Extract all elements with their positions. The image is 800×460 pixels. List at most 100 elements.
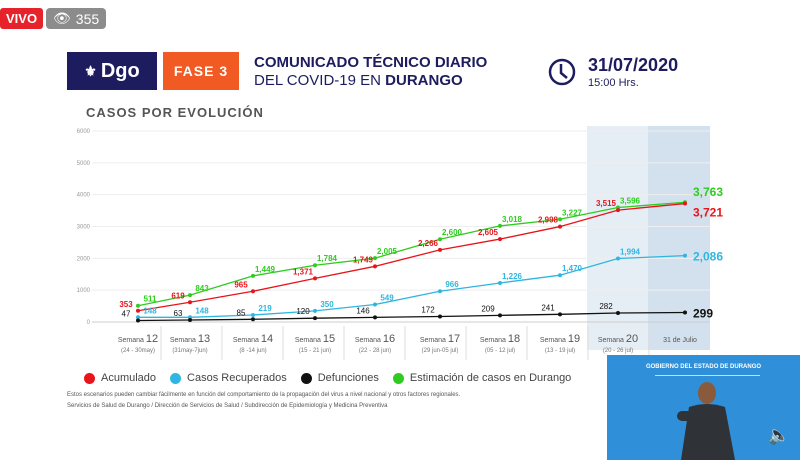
- x-week-number: 14: [261, 333, 273, 345]
- data-point: [313, 308, 317, 313]
- data-label: 2,600: [442, 228, 463, 237]
- x-category-label: Semana 17: [420, 333, 460, 345]
- data-label: 47: [122, 310, 131, 319]
- data-label: 120: [296, 307, 310, 316]
- data-point: [251, 313, 255, 318]
- x-category-label: 31 de Julio: [663, 337, 697, 344]
- data-point: [498, 313, 502, 318]
- data-point: [438, 314, 442, 319]
- data-label: 85: [237, 308, 246, 317]
- speaker-icon[interactable]: 🔈: [767, 425, 790, 445]
- data-label: 3,515: [596, 199, 617, 208]
- data-label: 549: [380, 294, 394, 303]
- data-point: [683, 253, 687, 258]
- data-label: 3,596: [620, 197, 641, 206]
- series-line: [137, 311, 686, 322]
- data-label: 282: [599, 302, 613, 311]
- data-point: [188, 300, 192, 305]
- y-tick-label: 0: [87, 320, 91, 326]
- x-week-number: 20: [626, 333, 638, 345]
- phase-badge: FASE 3: [163, 52, 239, 90]
- x-category-label: Semana 20: [598, 333, 638, 345]
- x-week-label: Semana: [540, 337, 568, 344]
- data-point: [616, 256, 620, 261]
- data-point: [558, 217, 562, 222]
- data-point: [313, 276, 317, 281]
- data-label: 148: [195, 306, 209, 315]
- x-range-label: (24 - 30may): [121, 348, 155, 354]
- series-line: [138, 254, 686, 318]
- data-point: [438, 289, 442, 294]
- sign-language-video[interactable]: GOBIERNO DEL ESTADO DE DURANGO 🔈: [607, 355, 800, 460]
- disclaimer-note: Estos escenarios pueden cambiar fácilmen…: [67, 392, 461, 398]
- data-label: 1,226: [502, 272, 523, 281]
- data-point: [616, 208, 620, 213]
- data-point: [438, 237, 442, 242]
- y-tick-label: 4000: [77, 193, 91, 199]
- eye-icon: 👁: [53, 10, 71, 26]
- y-tick-label: 3000: [77, 225, 91, 231]
- chart-legend: Acumulado Casos Recuperados Defunciones …: [84, 372, 571, 384]
- data-label: 1,470: [562, 264, 583, 273]
- y-tick-label: 6000: [77, 129, 91, 135]
- x-category-label: Semana 16: [355, 333, 395, 345]
- x-week-label: Semana: [295, 337, 323, 344]
- evolution-chart: 0 1000 2000 3000 4000 5000 6000 Semana 12 (24 - …: [77, 126, 723, 360]
- data-label: 966: [445, 280, 459, 289]
- x-week-label: Semana: [118, 337, 146, 344]
- seal-icon: ⚜: [84, 62, 97, 79]
- data-point: [498, 223, 502, 228]
- report-time: 15:00 Hrs.: [588, 77, 639, 89]
- x-week-label: Semana: [233, 337, 261, 344]
- series-line: [137, 201, 686, 307]
- data-point: [313, 316, 317, 321]
- report-date: 31/07/2020: [588, 55, 679, 75]
- data-point: [616, 311, 620, 316]
- viewer-count: 👁 355: [46, 8, 107, 29]
- legend-swatch: [300, 372, 312, 384]
- x-range-label: (31may-7jun): [172, 348, 207, 354]
- x-week-number: 12: [146, 333, 158, 345]
- data-label: 3,018: [502, 215, 523, 224]
- data-label: 209: [481, 304, 495, 313]
- data-label: 511: [144, 295, 157, 304]
- data-label: 219: [258, 304, 272, 313]
- x-week-label: Semana: [355, 337, 383, 344]
- report-subtitle: DEL COVID-19 EN DURANGO: [254, 72, 463, 89]
- banner-divider: [655, 375, 760, 376]
- data-label: 965: [234, 280, 248, 289]
- data-point: [498, 280, 502, 285]
- data-label: 2,998: [538, 216, 559, 225]
- data-point: [683, 201, 687, 206]
- data-label: 350: [320, 300, 334, 309]
- x-week-label: Semana: [170, 337, 198, 344]
- clock-icon: [548, 58, 576, 86]
- y-tick-label: 1000: [77, 288, 91, 294]
- data-label: 299: [693, 306, 713, 320]
- data-label: 2,266: [418, 239, 439, 248]
- data-point: [136, 308, 140, 313]
- data-label: 63: [174, 309, 183, 318]
- data-point: [373, 302, 377, 307]
- x-range-label: (13 - 19 jul): [545, 348, 575, 354]
- x-range-label: (29 jun-05 jul): [422, 348, 459, 354]
- x-category-label: Semana 13: [170, 333, 210, 345]
- legend-swatch: [392, 372, 404, 384]
- x-week-number: 18: [508, 333, 520, 345]
- data-label: 1,994: [620, 248, 641, 257]
- data-point: [558, 273, 562, 278]
- data-point: [136, 303, 140, 308]
- video-banner: GOBIERNO DEL ESTADO DE DURANGO: [645, 364, 762, 370]
- interpreter: [677, 382, 735, 460]
- series-line: [137, 202, 686, 312]
- legend-item: Estimación de casos en Durango: [392, 372, 571, 384]
- data-point: [136, 315, 140, 320]
- viewer-count-value: 355: [75, 10, 100, 27]
- legend-swatch: [170, 372, 182, 384]
- data-label: 3,227: [562, 208, 583, 217]
- data-label: 172: [421, 306, 435, 315]
- data-point: [313, 263, 317, 268]
- x-category-label: Semana 19: [540, 333, 580, 345]
- data-point: [251, 317, 255, 322]
- x-week-label: Semana: [420, 337, 448, 344]
